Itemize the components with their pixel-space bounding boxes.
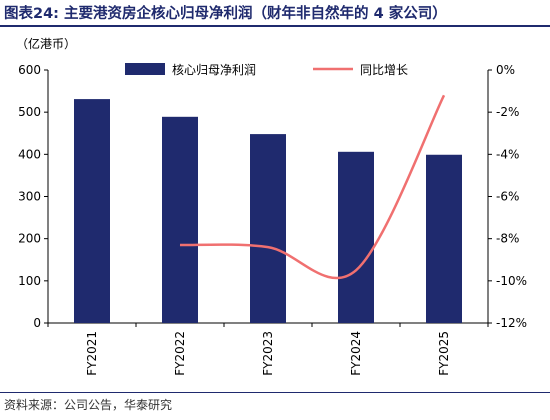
bar	[338, 151, 374, 323]
y-right-tick-label: -10%	[496, 274, 527, 288]
y-left-tick-label: 100	[18, 274, 41, 288]
source-rule	[0, 392, 550, 393]
legend-label-bar: 核心归母净利润	[172, 63, 256, 77]
legend-label-line: 同比增长	[360, 63, 408, 77]
x-tick-label: FY2022	[173, 331, 187, 376]
x-tick-label: FY2021	[85, 331, 99, 376]
y-left-tick-label: 500	[18, 105, 41, 119]
bar	[162, 116, 198, 324]
bar	[74, 99, 110, 323]
bar	[250, 134, 286, 323]
y-left-tick-label: 600	[18, 63, 41, 77]
x-tick-label: FY2024	[349, 331, 363, 376]
y-right-tick-label: -12%	[496, 316, 527, 330]
y-right-tick-label: -8%	[496, 232, 519, 246]
x-tick-label: FY2025	[437, 331, 451, 376]
bar	[426, 154, 462, 323]
y-right-tick-label: -4%	[496, 147, 519, 161]
y-left-tick-label: 0	[33, 316, 41, 330]
y-right-tick-label: -2%	[496, 105, 519, 119]
x-tick-label: FY2023	[261, 331, 275, 376]
y-right-tick-label: 0%	[496, 63, 515, 77]
series-line-yoy	[179, 94, 446, 280]
source-note: 资料来源：公司公告，华泰研究	[4, 398, 173, 412]
y-left-tick-label: 200	[18, 232, 41, 246]
y-right-tick-label: -6%	[496, 190, 519, 204]
unit-label: （亿港币）	[16, 37, 77, 51]
title-rule	[0, 25, 550, 27]
legend-swatch-bar	[125, 63, 165, 75]
figure-title: 图表24: 主要港资房企核心归母净利润（财年非自然年的 4 家公司）	[4, 6, 447, 22]
y-left-tick-label: 400	[18, 147, 41, 161]
y-left-tick-label: 300	[18, 190, 41, 204]
